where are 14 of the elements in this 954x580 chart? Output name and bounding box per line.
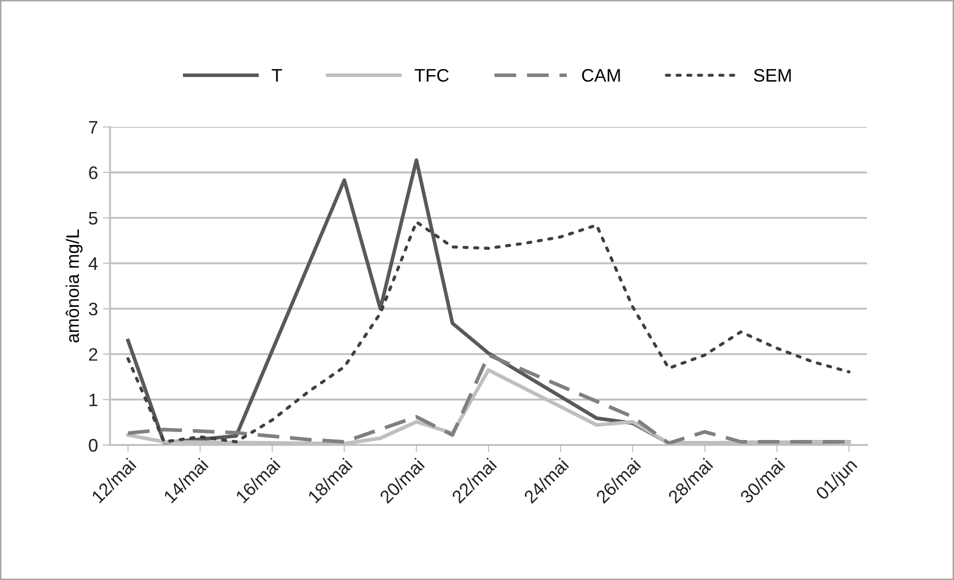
y-tick-label: 2	[89, 348, 98, 361]
legend-label: CAM	[582, 68, 620, 82]
legend-label: TFC	[414, 68, 449, 82]
y-tick-label: 6	[89, 166, 98, 180]
y-tick-label: 5	[88, 212, 98, 225]
y-tick-label: 7	[89, 121, 98, 134]
line-series	[126, 220, 851, 444]
y-tick-label: 0	[88, 438, 98, 452]
y-tick-label: 3	[88, 302, 98, 316]
legend-label: T	[272, 69, 282, 82]
legend-label: SEM	[754, 68, 791, 82]
y-tick-label: 1	[90, 394, 98, 406]
y-tick-label: 4	[88, 257, 98, 270]
y-axis-title: amônoia mg/L	[66, 229, 83, 342]
